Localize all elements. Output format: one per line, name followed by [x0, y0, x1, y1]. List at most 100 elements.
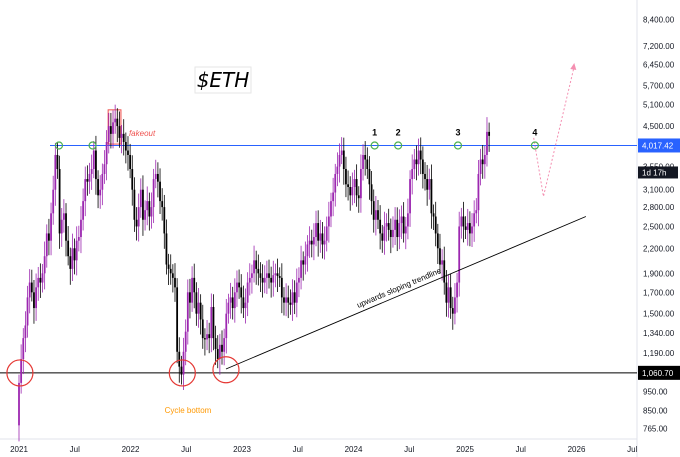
candle-body [306, 244, 309, 257]
x-tick-label: Jul [70, 445, 80, 454]
candle-body [180, 366, 183, 375]
candle-body [396, 219, 399, 238]
candle-body [242, 297, 245, 309]
candle-body [464, 226, 467, 230]
fakeout-annotation: fakeout [107, 109, 156, 145]
candle-body [319, 233, 322, 241]
candle-body [101, 173, 104, 190]
candle-body [50, 213, 52, 241]
candle-body [293, 292, 296, 303]
candle-body [355, 179, 358, 196]
candle-body [387, 223, 390, 230]
candle-body [473, 213, 476, 227]
candle-body [342, 150, 345, 170]
candle-body [135, 219, 138, 227]
candle-body [127, 150, 129, 155]
candle-body [265, 273, 268, 278]
candle-body [184, 331, 187, 352]
candle-body [398, 223, 401, 238]
candle-body [28, 282, 31, 298]
x-tick-label: 2026 [568, 445, 586, 454]
candle-body [460, 216, 463, 227]
candle-body [394, 219, 396, 230]
candle-body [360, 169, 362, 199]
candle-body [428, 179, 431, 190]
candle-body [84, 179, 87, 202]
candle-body [99, 189, 102, 196]
x-tick-label: Jul [181, 445, 191, 454]
x-tick-label: Jul [293, 445, 303, 454]
chart-markers [6, 141, 540, 387]
candle-body [327, 216, 330, 227]
candle-body [434, 216, 437, 234]
candle-body [285, 297, 288, 303]
candle-body [441, 260, 444, 265]
candle-body [402, 216, 405, 234]
support-price-badge [638, 365, 680, 380]
candle-body [114, 118, 117, 123]
touch-numbers: 1 2 3 4 [372, 127, 537, 137]
x-tick-label: 2025 [456, 445, 474, 454]
candle-body [182, 351, 185, 375]
candle-body [283, 297, 285, 303]
candle-body [146, 201, 149, 211]
candle-body [118, 126, 121, 138]
candle-body [120, 133, 123, 138]
candle-body [33, 292, 35, 309]
candle-body [439, 248, 441, 265]
candle-body [317, 223, 320, 241]
candle-body [193, 277, 196, 293]
candle-body [462, 216, 465, 227]
candle-body [268, 273, 270, 278]
candle-body [67, 240, 70, 257]
resistance-touch-marker [453, 141, 463, 150]
candle-body [210, 306, 213, 339]
price-candles [18, 104, 491, 442]
candle-body [218, 344, 221, 360]
projection-path [533, 65, 575, 197]
candle-body [334, 173, 337, 193]
candle-body [191, 277, 193, 303]
candle-body [208, 334, 211, 339]
y-tick-label: 7,200.00 [643, 42, 675, 51]
candle-body [163, 207, 166, 234]
candle-body [144, 210, 146, 220]
y-tick-label: 8,400.00 [643, 16, 675, 25]
candle-body [35, 287, 37, 309]
candle-body [39, 277, 42, 283]
candle-body [400, 216, 403, 224]
candle-body [37, 277, 40, 288]
y-tick-label: 2,800.00 [643, 203, 675, 212]
touch-number-label: 2 [396, 127, 401, 137]
candle-body [349, 187, 352, 196]
y-tick-label: 3,100.00 [643, 186, 675, 195]
candle-body [424, 173, 426, 180]
candle-body [161, 201, 164, 208]
candle-body [340, 150, 343, 155]
candle-body [195, 292, 198, 314]
candle-body [73, 248, 76, 261]
candle-body [332, 192, 335, 202]
candle-body [137, 207, 140, 227]
candle-body [30, 282, 33, 293]
touch-number-label: 4 [532, 127, 537, 137]
candle-body [251, 273, 253, 278]
candle-body [69, 256, 72, 269]
candle-body [475, 210, 478, 214]
candle-body [167, 264, 170, 269]
candle-body [221, 344, 223, 352]
candle-body [214, 338, 217, 349]
candle-body [447, 287, 450, 303]
candle-body [415, 159, 418, 165]
touch-number-label: 1 [372, 127, 377, 137]
x-tick-label: 2021 [10, 445, 28, 454]
y-tick-label: 6,450.00 [643, 61, 675, 70]
chart-title: $ETH [197, 68, 250, 92]
candle-body [169, 268, 172, 274]
candle-body [156, 173, 159, 182]
y-tick-label: 1,340.00 [643, 329, 675, 338]
resistance-touch-marker [530, 141, 540, 150]
candle-body [471, 226, 473, 234]
candle-body [486, 131, 488, 155]
y-tick-label: 1,900.00 [643, 269, 675, 278]
